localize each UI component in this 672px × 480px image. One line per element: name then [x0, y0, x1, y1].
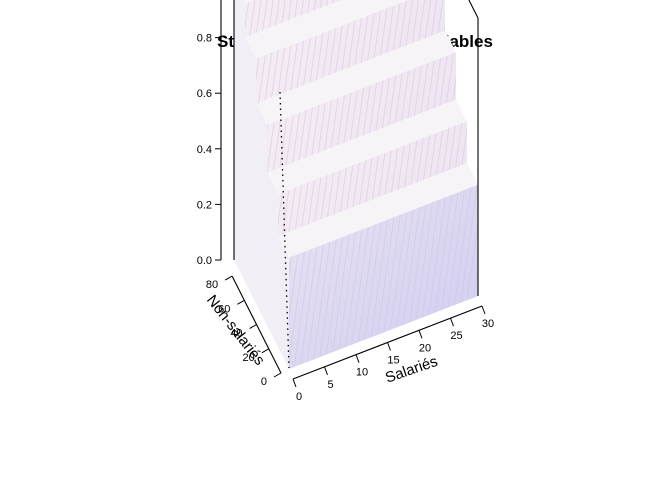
y-tick-label: 20 [243, 352, 255, 364]
x-tick-label: 10 [356, 367, 368, 379]
x-tick [292, 378, 297, 388]
x-tick-label: 25 [450, 330, 462, 342]
x-tick-label: 15 [387, 355, 399, 367]
step-top-face [243, 0, 255, 4]
y-tick [224, 275, 233, 281]
x-tick-label: 30 [482, 318, 494, 330]
y-tick-label: 60 [218, 303, 230, 315]
step-side-face [245, 37, 256, 304]
x-tick-label: 20 [419, 342, 431, 354]
y-tick [237, 299, 245, 305]
step-side-face [267, 172, 278, 348]
z-tick-label: 0.8 [197, 33, 212, 45]
x-tick [481, 305, 486, 315]
step-front-stripes [289, 184, 478, 369]
surface-steps [234, 0, 478, 369]
step-top-face [256, 30, 456, 126]
step-side-face [278, 236, 289, 369]
z-tick-label: 0.6 [197, 88, 212, 100]
x-tick [387, 342, 391, 351]
x-tick [324, 366, 328, 376]
surface-step [278, 163, 478, 369]
dotted-edge [279, 91, 290, 369]
z-tick-label: 0.0 [197, 255, 212, 267]
y-tick-label: 40 [230, 328, 242, 340]
x-tick [418, 330, 423, 339]
step-side-face [234, 0, 245, 282]
y-tick [261, 348, 270, 354]
y-tick-label: 0 [261, 376, 267, 388]
y-tick [249, 324, 257, 329]
step-top-face [278, 163, 478, 258]
z-tick-label: 0.4 [197, 144, 212, 156]
step-top-face [267, 99, 467, 195]
x-tick [450, 317, 454, 327]
step-top-face [245, 0, 409, 59]
y-tick [273, 372, 282, 378]
x-tick [355, 354, 360, 363]
z-tick-label: 0.2 [197, 199, 212, 211]
y-tick-label: 80 [206, 279, 218, 291]
step-side-face [256, 103, 267, 326]
x-tick-label: 5 [327, 379, 333, 391]
x-tick-label: 0 [296, 391, 302, 403]
